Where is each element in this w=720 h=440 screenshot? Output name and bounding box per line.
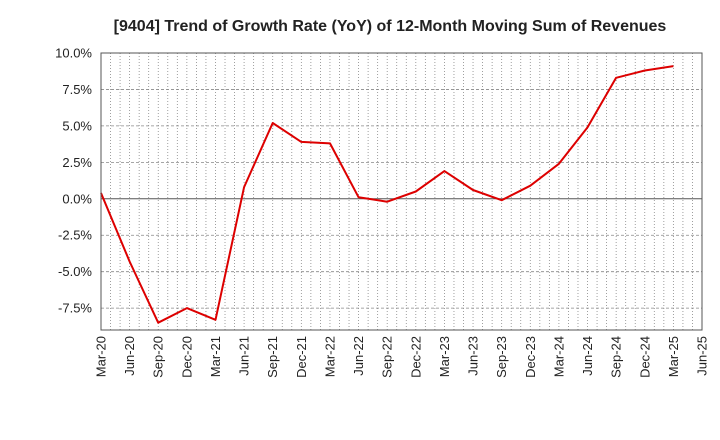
- y-tick-label: -7.5%: [58, 301, 92, 316]
- series-line: [100, 65, 674, 324]
- x-tick-label: Mar-21: [208, 336, 223, 377]
- x-tick-label: Sep-22: [380, 336, 395, 378]
- x-tick-label: Jun-21: [237, 336, 252, 376]
- x-tick-label: Jun-23: [466, 336, 481, 376]
- x-tick-label: Dec-23: [523, 336, 538, 378]
- x-tick-label: Mar-20: [94, 336, 109, 377]
- x-tick-label: Mar-25: [666, 336, 681, 377]
- x-tick-label: Sep-24: [609, 336, 624, 378]
- x-tick-label: Jun-25: [695, 336, 710, 376]
- x-tick-label: Sep-23: [494, 336, 509, 378]
- x-tick-label: Dec-21: [294, 336, 309, 378]
- y-axis-ticks: 10.0% 7.5% 5.0% 2.5% 0.0% -2.5% -5.0% -7.5%: [55, 46, 92, 316]
- x-tick-label: Jun-24: [580, 336, 595, 376]
- x-tick-label: Sep-20: [151, 336, 166, 378]
- y-tick-label: 2.5%: [62, 155, 92, 170]
- series-layer: [100, 65, 674, 324]
- y-tick-label: -2.5%: [58, 228, 92, 243]
- x-tick-label: Mar-23: [437, 336, 452, 377]
- y-tick-label: -5.0%: [58, 264, 92, 279]
- x-tick-label: Dec-24: [637, 336, 652, 378]
- y-tick-label: 0.0%: [62, 191, 92, 206]
- x-tick-label: Sep-21: [265, 336, 280, 378]
- y-tick-label: 10.0%: [55, 46, 92, 61]
- x-axis-ticks: Mar-20 Jun-20 Sep-20 Dec-20 Mar-21 Jun-21 Sep-…: [94, 336, 710, 378]
- plot-frame: [100, 52, 703, 331]
- grid: [101, 52, 702, 330]
- y-tick-label: 7.5%: [62, 82, 92, 97]
- x-tick-label: Jun-22: [351, 336, 366, 376]
- x-tick-label: Dec-20: [179, 336, 194, 378]
- x-tick-label: Dec-22: [408, 336, 423, 378]
- chart-title: [9404] Trend of Growth Rate (YoY) of 12-…: [114, 18, 667, 35]
- x-tick-label: Mar-22: [322, 336, 337, 377]
- y-tick-label: 5.0%: [62, 118, 92, 133]
- x-tick-label: Mar-24: [551, 336, 566, 377]
- x-tick-label: Jun-20: [122, 336, 137, 376]
